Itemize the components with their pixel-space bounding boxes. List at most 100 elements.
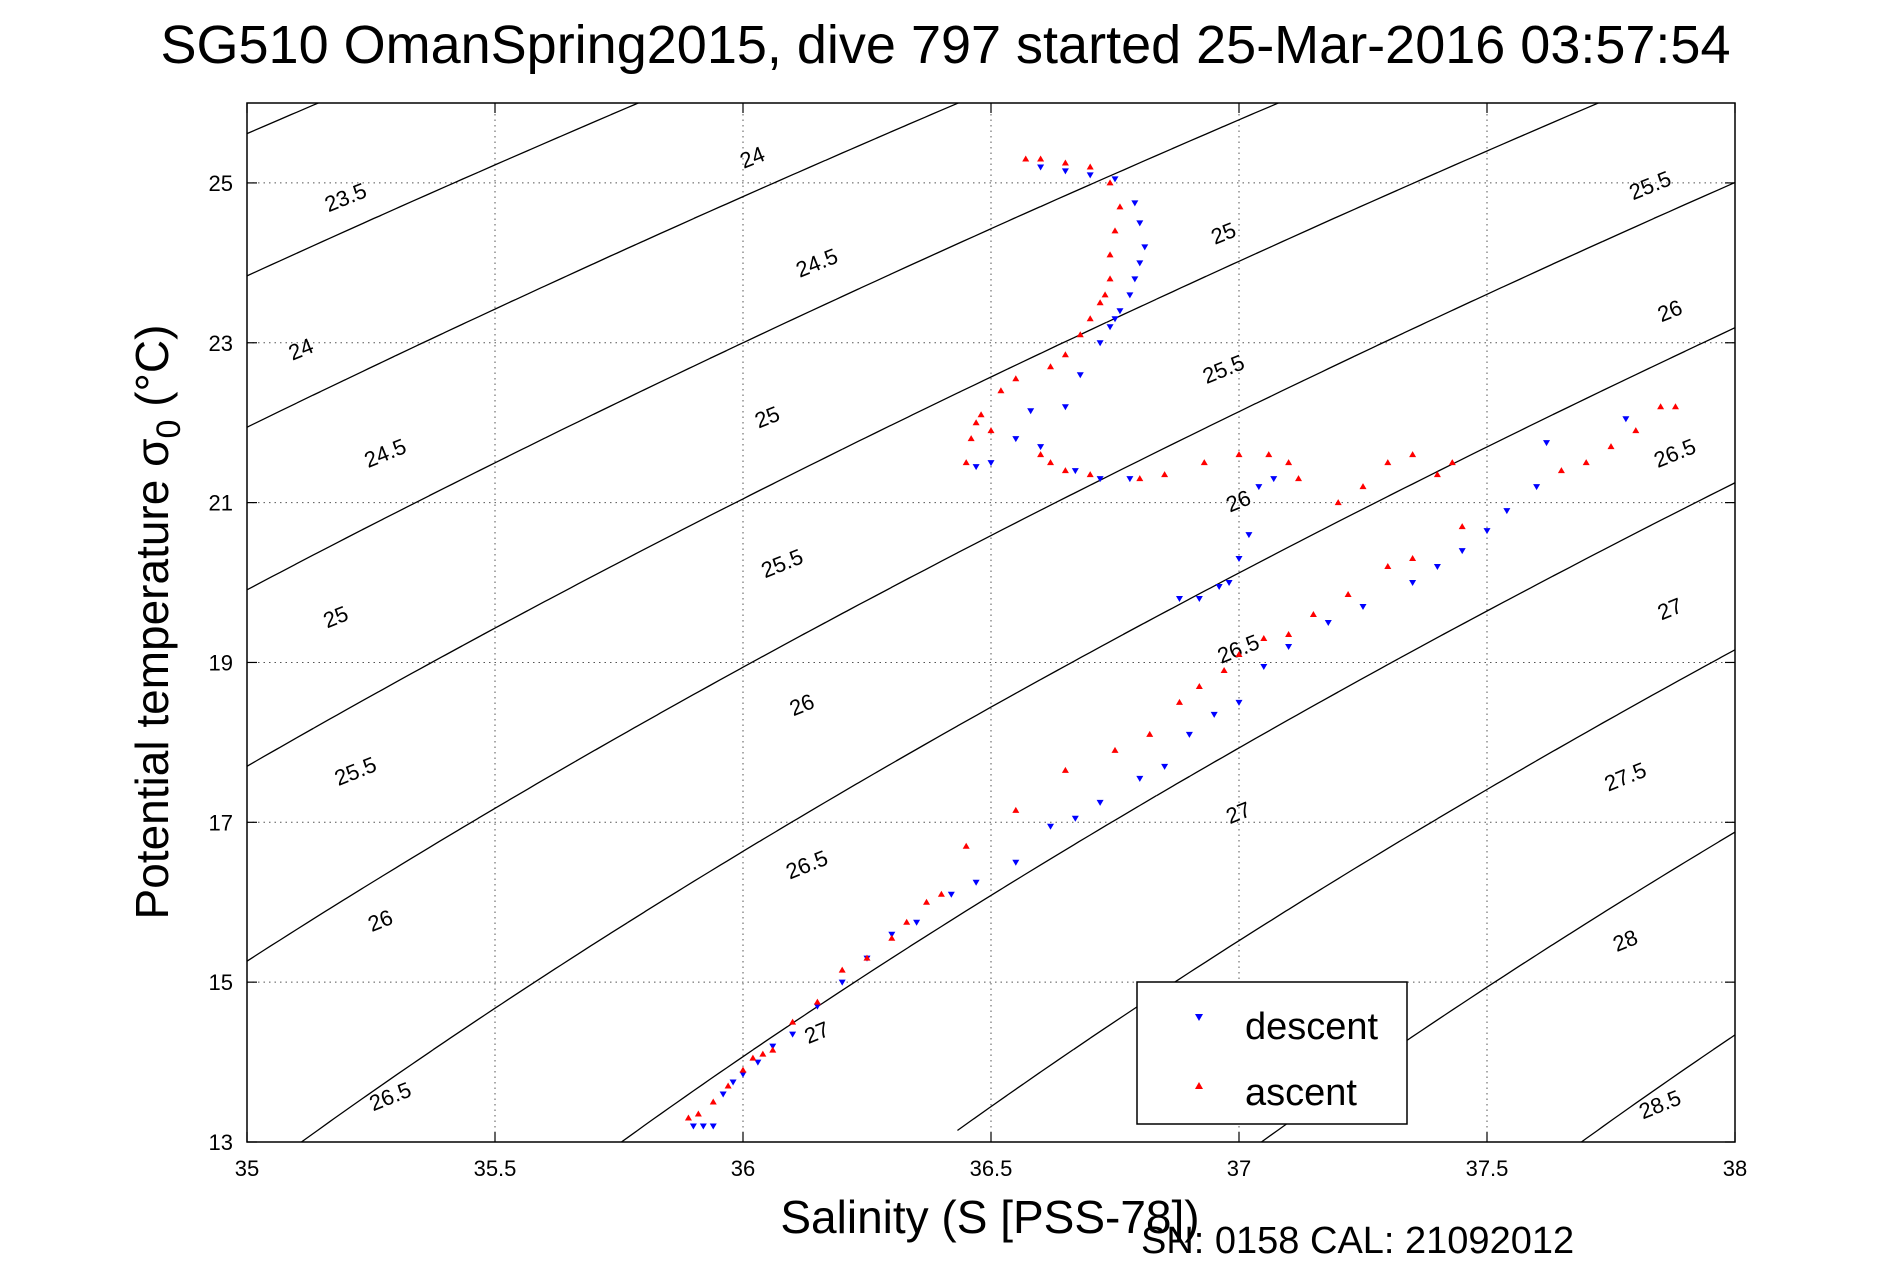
descent-point — [1185, 731, 1193, 738]
ascent-point — [923, 898, 931, 905]
ascent-point — [1309, 611, 1317, 618]
y-axis-label-unit: (°C) — [126, 325, 178, 420]
ascent-point — [1111, 746, 1119, 753]
ascent-point — [1344, 591, 1352, 598]
descent-point — [1409, 580, 1417, 587]
x-tick-label: 37 — [1227, 1156, 1251, 1181]
descent-point — [719, 1091, 727, 1098]
descent-point — [1116, 308, 1124, 315]
ascent-point — [1012, 375, 1020, 382]
y-tick-label: 17 — [209, 810, 233, 835]
ascent-point — [1086, 163, 1094, 170]
density-contour-line — [247, 103, 1599, 767]
density-contour-line — [301, 327, 1735, 1142]
ascent-point — [1111, 227, 1119, 234]
ascent-point — [1047, 459, 1055, 466]
ascent-point — [1265, 451, 1273, 458]
legend-descent-label: descent — [1245, 1006, 1379, 1048]
ascent-point — [1557, 467, 1565, 474]
ascent-point — [1175, 698, 1183, 705]
descent-point — [1061, 168, 1069, 175]
ascent-point — [724, 1082, 732, 1089]
descent-point — [699, 1123, 707, 1130]
descent-point — [913, 919, 921, 926]
density-contours — [247, 103, 1735, 1142]
descent-point — [1285, 643, 1293, 650]
ascent-point — [987, 427, 995, 434]
descent-point — [1037, 444, 1045, 451]
density-contour-line — [247, 103, 639, 277]
descent-point — [947, 891, 955, 898]
descent-point — [1235, 556, 1243, 563]
descent-point — [1161, 763, 1169, 770]
descent-point — [1136, 220, 1144, 227]
descent-point — [1096, 799, 1104, 806]
ascent-point — [1409, 451, 1417, 458]
density-contour-line — [1581, 1034, 1735, 1142]
ascent-point — [1334, 499, 1342, 506]
chart-title: SG510 OmanSpring2015, dive 797 started 2… — [160, 15, 1731, 75]
descent-point — [689, 1123, 697, 1130]
y-axis-label-main: Potential temperature σ — [126, 438, 178, 919]
ascent-point — [1285, 630, 1293, 637]
x-tick-label: 36.5 — [970, 1156, 1013, 1181]
y-tick-label: 21 — [209, 491, 233, 516]
descent-point — [838, 979, 846, 986]
ascent-point — [1022, 155, 1030, 162]
descent-point — [1260, 663, 1268, 670]
ascent-point — [1285, 459, 1293, 466]
ascent-point — [813, 998, 821, 1005]
y-axis-label-subscript: 0 — [150, 420, 188, 439]
descent-point — [1503, 508, 1511, 515]
descent-point — [1037, 164, 1045, 171]
y-tick-label: 13 — [209, 1130, 233, 1155]
ascent-point — [1657, 403, 1665, 410]
ascent-point — [1433, 471, 1441, 478]
ascent-point — [1061, 766, 1069, 773]
ascent-point — [769, 1046, 777, 1053]
ascent-point — [749, 1054, 757, 1061]
density-contour-line — [247, 181, 1735, 962]
ascent-point — [1195, 682, 1203, 689]
grid-lines — [247, 103, 1735, 1142]
descent-point — [1111, 176, 1119, 183]
ascent-point — [1061, 159, 1069, 166]
x-tick-label: 35.5 — [474, 1156, 517, 1181]
descent-point — [1071, 468, 1079, 475]
x-tick-label: 36 — [731, 1156, 755, 1181]
axis-ticks: 35 35.5 36 36.5 37 37.5 38 13 15 17 19 21 23 25 — [209, 103, 1747, 1181]
ascent-point — [997, 387, 1005, 394]
ascent-point — [1448, 459, 1456, 466]
density-contour-line — [957, 649, 1735, 1131]
descent-point — [1458, 548, 1466, 555]
ascent-point — [1012, 806, 1020, 813]
ascent-point — [1106, 275, 1114, 282]
ascent-point — [888, 934, 896, 941]
descent-point — [1136, 260, 1144, 267]
descent-point — [1136, 775, 1144, 782]
descent-point — [1324, 620, 1332, 626]
descent-point — [1195, 596, 1203, 603]
descent-point — [1359, 604, 1367, 611]
descent-point — [1076, 372, 1084, 379]
ascent-point — [684, 1114, 692, 1121]
descent-point — [1210, 711, 1218, 718]
ascent-point — [1235, 451, 1243, 458]
density-contour-line — [247, 103, 1279, 591]
ascent-point — [1384, 563, 1392, 570]
ascent-point — [1220, 666, 1228, 673]
descent-point — [739, 1071, 747, 1078]
density-contour-line — [247, 103, 319, 135]
ascent-point — [1458, 523, 1466, 530]
ascent-point — [1671, 403, 1679, 410]
descent-point — [1270, 476, 1278, 483]
descent-point — [1027, 408, 1035, 415]
descent-point — [1061, 404, 1069, 411]
x-axis-label: Salinity (S [PSS-78]) — [780, 1191, 1200, 1243]
ascent-point — [1295, 475, 1303, 482]
ascent-point — [1047, 363, 1055, 370]
x-tick-label: 38 — [1723, 1156, 1747, 1181]
descent-point — [1086, 172, 1094, 179]
ascent-point — [1235, 650, 1243, 657]
